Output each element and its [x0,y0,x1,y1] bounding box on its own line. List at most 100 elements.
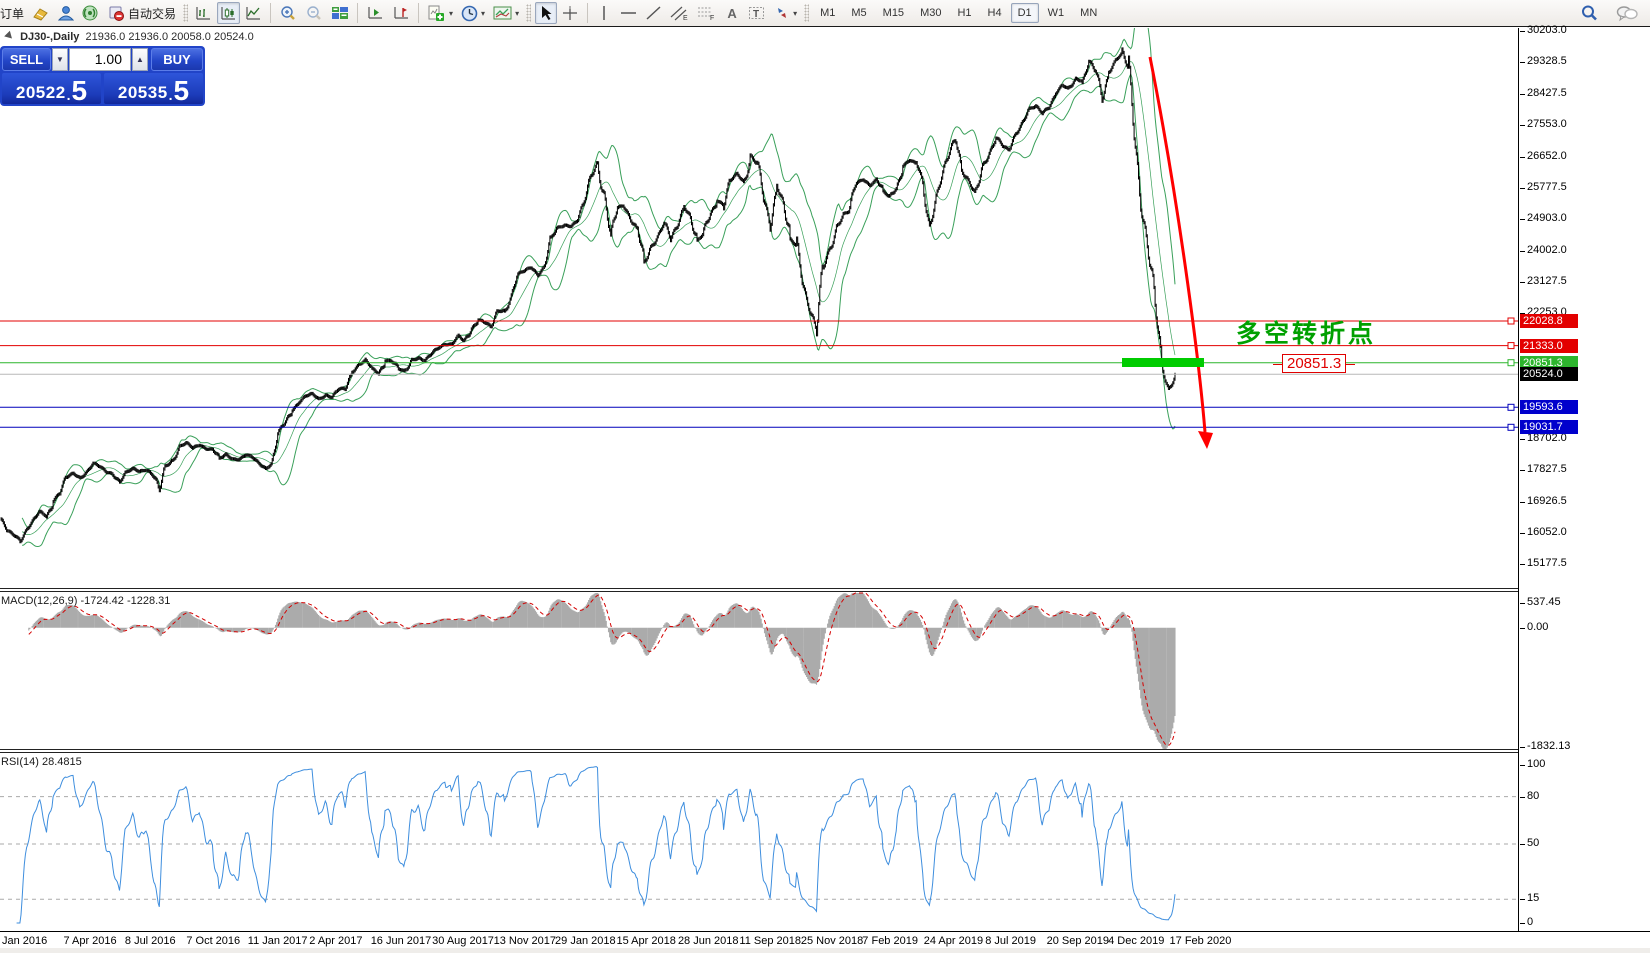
rsi-tick: 15 [1519,892,1540,905]
crosshair-icon[interactable] [559,2,582,24]
rsi-tick: 0 [1519,916,1534,928]
vertical-line-icon[interactable] [593,2,615,24]
sell-price[interactable]: 20522. 5 [2,73,101,106]
candlestick-chart-icon[interactable] [217,2,241,24]
equidistant-channel-icon[interactable]: E [667,2,692,24]
price-level-label: 20524.0 [1520,367,1578,382]
zoom-out-icon[interactable] [302,2,326,24]
date-tick: 15 Apr 2018 [616,935,676,947]
date-tick: Jan 2016 [2,935,48,947]
timeframe-m15[interactable]: M15 [882,7,905,19]
price-tick: 27553.0 [1520,118,1567,130]
sell-button[interactable]: SELL [2,48,51,71]
timeframe-m1[interactable]: M1 [820,7,836,19]
journal-icon[interactable] [29,2,52,24]
date-tick: 8 Jul 2016 [124,935,176,947]
price-tick: 23127.5 [1520,274,1567,287]
sell-price-big: 5 [71,75,88,106]
turning-point-annotation[interactable]: 多空转折点 [1236,320,1377,348]
level-anchor [1507,423,1515,431]
text-icon[interactable]: A [727,5,737,21]
down-arrow-head [1198,431,1213,449]
price-callout-label[interactable]: 20851.3 [1272,354,1356,373]
date-tick: 24 Apr 2019 [923,935,984,947]
macd-label: MACD(12,26,9) -1724.42 -1228.31 [1,595,171,607]
search-icon[interactable] [1577,2,1602,24]
sell-price-main: 20522 [15,83,66,102]
volume-input[interactable]: 1.00 [69,48,131,71]
price-tick: 28427.5 [1520,86,1567,99]
signal-icon[interactable] [79,2,102,24]
timeframe-m5[interactable]: M5 [851,7,867,19]
date-tick: 29 Jan 2018 [555,935,616,947]
price-tick: 18702.0 [1520,431,1567,444]
rsi-line [16,766,1176,924]
auto-scroll-icon[interactable] [363,2,387,24]
svg-text:T: T [753,9,759,20]
arrows-icon[interactable]: ▾ [771,2,800,24]
chart-shift-icon[interactable] [389,2,413,24]
volume-increase-button[interactable]: ▲ [132,48,148,71]
main-chart[interactable] [0,28,1518,588]
timeframe-d1[interactable]: D1 [1010,3,1039,23]
trendline-icon[interactable] [642,2,665,24]
price-tick: 26652.0 [1520,149,1567,162]
date-axis[interactable]: Jan 2016 7 Apr 2016 8 Jul 2016 7 Oct 2016 11… [0,931,1650,948]
new-order-button[interactable]: 订单 [0,2,27,24]
zoom-in-icon[interactable] [276,2,300,24]
arrows-caret[interactable]: ▾ [793,8,798,18]
date-tick: 7 Apr 2016 [63,935,117,947]
toolbar: 订单 自动交易 [0,0,1650,27]
date-tick: 11 Jan 2017 [247,935,308,947]
cursor-icon[interactable] [535,2,558,24]
rsi-tick: 80 [1519,789,1540,802]
horizontal-line-icon[interactable] [617,2,640,24]
autotrading-button[interactable]: 自动交易 [104,2,179,24]
timeframe-m30[interactable]: M30 [920,7,942,19]
new-order-label: 订单 [0,6,25,21]
date-tick: 2 Apr 2017 [309,935,363,947]
green-highlight-bar[interactable] [1122,358,1204,367]
price-level-label: 19031.7 [1520,420,1578,435]
periods-caret[interactable]: ▾ [481,8,486,18]
date-tick: 7 Feb 2019 [862,935,918,947]
add-indicator-icon[interactable]: ▾ [424,2,456,24]
volume-decrease-button[interactable]: ▼ [52,48,68,71]
fibonacci-icon[interactable]: F [694,2,719,24]
window-bottom-strip [0,948,1650,953]
chart-title: DJ30-,Daily 21936.0 21936.0 20058.0 2052… [4,30,254,43]
macd-signal-line [28,592,1176,746]
rsi-panel[interactable] [0,753,1518,931]
chat-icon[interactable] [1613,2,1641,24]
templates-icon[interactable]: ▾ [490,2,522,24]
timeframe-mn[interactable]: MN [1080,7,1098,19]
autotrading-label: 自动交易 [128,6,177,21]
price-tick: 30203.0 [1520,24,1567,36]
timeframe-h1[interactable]: H1 [957,7,972,19]
buy-price[interactable]: 20535. 5 [104,73,203,105]
bar-chart-icon[interactable] [192,2,215,24]
tile-windows-icon[interactable] [328,2,352,24]
text-label-icon[interactable]: T [745,2,769,24]
macd-tick: 537.45 [1520,596,1561,608]
buy-price-dot: . [168,87,173,103]
templates-caret[interactable]: ▾ [515,8,520,18]
contacts-icon[interactable] [54,2,77,24]
periods-icon[interactable]: ▾ [458,2,488,24]
price-axis[interactable]: 30203.0 29328.5 28427.5 27553.0 26652.0 25777… [1518,24,1650,953]
level-anchor [1507,317,1515,325]
price-tick: 24903.0 [1520,212,1567,224]
buy-button[interactable]: BUY [151,48,203,71]
date-tick: 16 Jun 2017 [370,935,432,947]
macd-separator[interactable] [0,588,1650,592]
date-tick: 25 Nov 2018 [800,935,864,947]
rsi-separator[interactable] [0,749,1650,753]
timeframe-w1[interactable]: W1 [1047,7,1065,19]
ohlc-values: 21936.0 21936.0 20058.0 20524.0 [85,31,254,43]
down-arrow [1148,56,1207,433]
line-chart-icon[interactable] [242,2,265,24]
timeframe-h4[interactable]: H4 [987,7,1002,19]
macd-panel[interactable] [0,592,1518,750]
add-indicator-caret[interactable]: ▾ [449,8,454,18]
